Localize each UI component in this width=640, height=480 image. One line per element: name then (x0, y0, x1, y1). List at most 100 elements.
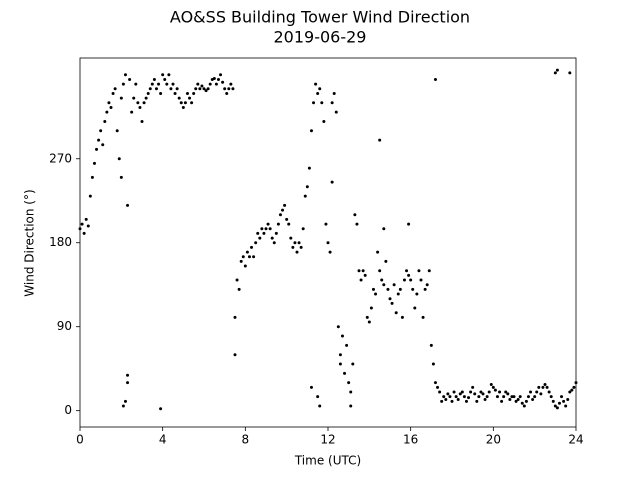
data-point (80, 222, 84, 226)
data-point (237, 287, 241, 291)
data-point (413, 306, 417, 310)
data-point (345, 343, 349, 347)
data-point (508, 397, 512, 401)
data-point (194, 87, 198, 91)
data-point (99, 129, 103, 133)
data-point (97, 138, 101, 142)
data-point (272, 241, 276, 245)
data-point (423, 287, 427, 291)
data-point (281, 208, 285, 212)
data-point (250, 245, 254, 249)
data-point (171, 82, 175, 86)
data-point (448, 395, 452, 399)
data-point (123, 73, 127, 77)
data-point (198, 87, 202, 91)
x-axis-label: Time (UTC) (294, 454, 361, 468)
data-point (216, 77, 220, 81)
data-point (152, 77, 156, 81)
data-point (498, 390, 502, 394)
data-point (312, 101, 316, 105)
data-point (487, 390, 491, 394)
data-point (212, 77, 216, 81)
data-point (543, 383, 547, 387)
data-point (289, 236, 293, 240)
data-point (235, 278, 239, 282)
data-point (185, 91, 189, 95)
data-point (359, 278, 363, 282)
data-point (429, 343, 433, 347)
data-point (442, 395, 446, 399)
data-point (320, 101, 324, 105)
data-point (560, 395, 564, 399)
data-point (353, 213, 357, 217)
data-point (274, 231, 278, 235)
data-point (553, 71, 557, 75)
data-point (270, 236, 274, 240)
data-point (425, 283, 429, 287)
data-point (390, 301, 394, 305)
data-point (568, 71, 572, 75)
data-point (388, 297, 392, 301)
data-point (402, 278, 406, 282)
y-tick-label: 180 (49, 235, 72, 249)
data-point (462, 395, 466, 399)
data-point (84, 217, 88, 221)
data-point (562, 399, 566, 403)
data-point (407, 273, 411, 277)
data-point (326, 241, 330, 245)
data-point (268, 227, 272, 231)
data-point (163, 77, 167, 81)
data-point (545, 385, 549, 389)
data-point (522, 404, 526, 408)
data-point (295, 250, 299, 254)
data-point (450, 399, 454, 403)
data-point (239, 259, 243, 263)
data-point (369, 306, 373, 310)
data-point (233, 315, 237, 319)
data-point (506, 392, 510, 396)
data-point (367, 320, 371, 324)
data-point (196, 82, 200, 86)
data-point (241, 255, 245, 259)
data-point (227, 87, 231, 91)
data-point (134, 82, 138, 86)
data-point (101, 143, 105, 147)
data-point (555, 68, 559, 72)
data-point (142, 101, 146, 105)
data-point (111, 91, 115, 95)
data-point (467, 396, 471, 400)
data-point (113, 87, 117, 91)
data-point (231, 87, 235, 91)
x-tick-label: 0 (76, 433, 84, 447)
data-point (233, 353, 237, 357)
data-point (417, 269, 421, 273)
data-point (159, 407, 163, 411)
data-point (502, 395, 506, 399)
data-point (340, 334, 344, 338)
data-point (524, 399, 528, 403)
data-point (405, 269, 409, 273)
data-point (384, 259, 388, 263)
data-point (309, 129, 313, 133)
data-point (140, 119, 144, 123)
data-point (380, 278, 384, 282)
data-point (260, 227, 264, 231)
chart-subtitle: 2019-06-29 (274, 28, 367, 47)
data-point (537, 385, 541, 389)
data-point (223, 87, 227, 91)
data-point (123, 399, 127, 403)
data-point (229, 82, 233, 86)
data-point (349, 404, 353, 408)
data-point (285, 217, 289, 221)
data-point (330, 101, 334, 105)
data-point (206, 87, 210, 91)
data-point (365, 315, 369, 319)
data-point (188, 96, 192, 100)
data-point (481, 392, 485, 396)
data-point (475, 399, 479, 403)
data-point (109, 105, 113, 109)
x-tick-label: 4 (159, 433, 167, 447)
data-point (382, 227, 386, 231)
data-point (500, 399, 504, 403)
